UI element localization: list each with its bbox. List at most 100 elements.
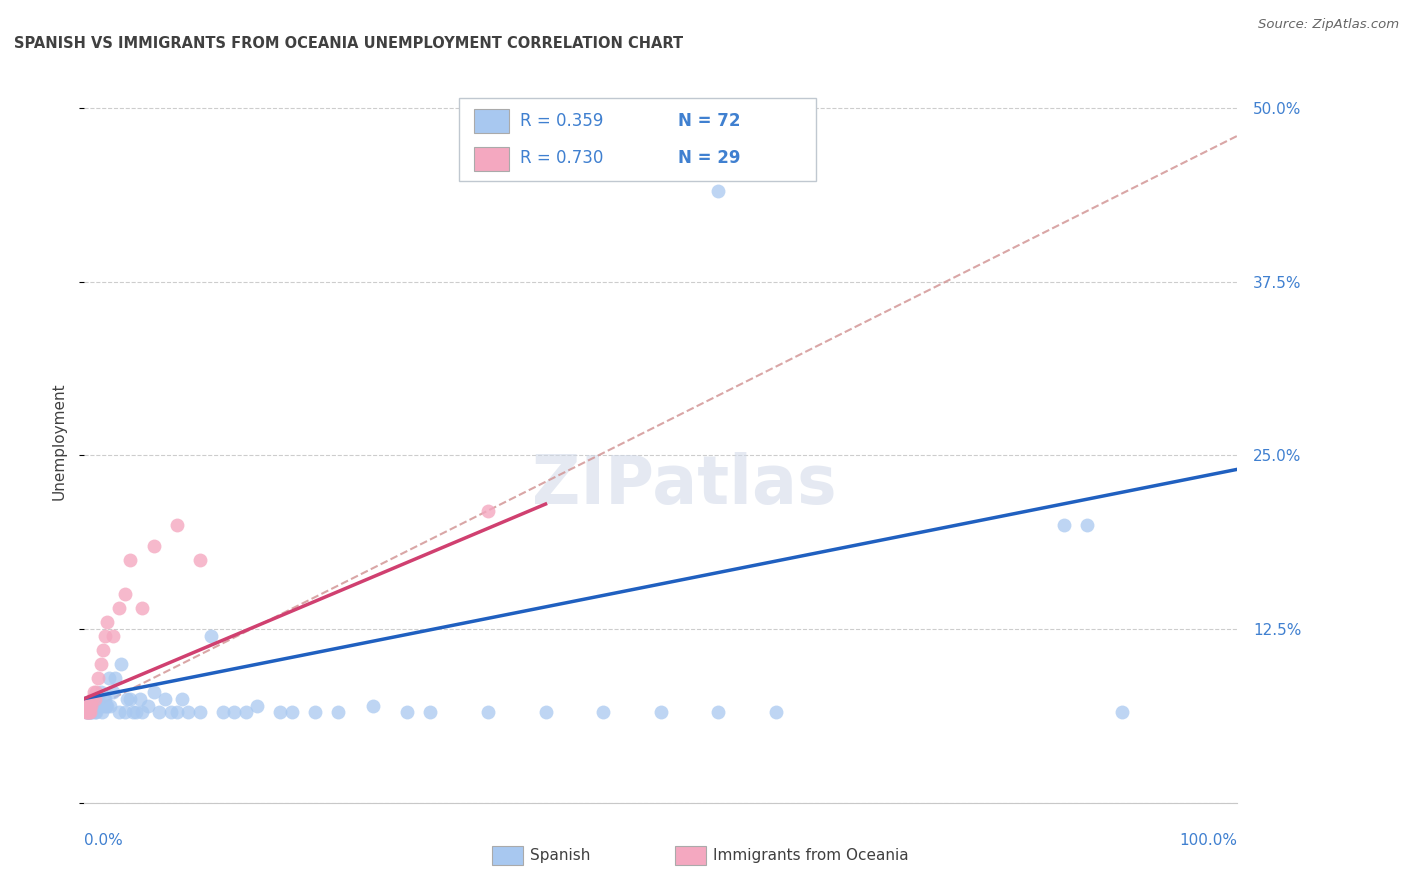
- Point: [477, 504, 499, 518]
- Point: [75, 698, 97, 713]
- Point: [76, 706, 98, 720]
- Point: [79, 706, 101, 720]
- Point: [419, 706, 441, 720]
- Point: [98, 698, 121, 713]
- Point: [87, 691, 110, 706]
- Point: [80, 706, 103, 720]
- Point: [153, 691, 176, 706]
- Point: [235, 706, 257, 720]
- Point: [160, 706, 183, 720]
- Text: SPANISH VS IMMIGRANTS FROM OCEANIA UNEMPLOYMENT CORRELATION CHART: SPANISH VS IMMIGRANTS FROM OCEANIA UNEMP…: [14, 36, 683, 51]
- Point: [83, 684, 105, 698]
- Point: [136, 698, 159, 713]
- Point: [707, 706, 730, 720]
- Point: [131, 601, 153, 615]
- Point: [82, 706, 104, 720]
- Point: [108, 601, 131, 615]
- Point: [125, 706, 148, 720]
- Point: [477, 706, 499, 720]
- Point: [128, 691, 150, 706]
- Point: [84, 684, 107, 698]
- Point: [75, 698, 97, 713]
- Point: [75, 706, 97, 720]
- Point: [103, 629, 124, 643]
- Text: R = 0.359: R = 0.359: [520, 112, 603, 130]
- Text: Spanish: Spanish: [530, 848, 591, 863]
- Point: [77, 698, 100, 713]
- Point: [94, 691, 117, 706]
- Point: [89, 657, 111, 671]
- FancyBboxPatch shape: [474, 109, 509, 133]
- Y-axis label: Unemployment: Unemployment: [51, 383, 66, 500]
- Point: [76, 698, 98, 713]
- Point: [96, 615, 118, 630]
- Point: [1111, 706, 1133, 720]
- Point: [115, 691, 138, 706]
- Point: [120, 691, 142, 706]
- Point: [103, 684, 124, 698]
- Text: 100.0%: 100.0%: [1180, 833, 1237, 848]
- Point: [87, 671, 110, 685]
- FancyBboxPatch shape: [474, 147, 509, 170]
- Point: [96, 698, 118, 713]
- Point: [1053, 517, 1076, 532]
- Point: [396, 706, 419, 720]
- Text: N = 29: N = 29: [678, 149, 741, 168]
- Point: [108, 706, 131, 720]
- Point: [84, 691, 107, 706]
- Point: [90, 706, 112, 720]
- Point: [89, 684, 111, 698]
- Point: [77, 706, 100, 720]
- Point: [269, 706, 291, 720]
- Text: Immigrants from Oceania: Immigrants from Oceania: [713, 848, 908, 863]
- Text: Source: ZipAtlas.com: Source: ZipAtlas.com: [1258, 18, 1399, 31]
- Point: [104, 671, 127, 685]
- Point: [77, 706, 100, 720]
- Point: [93, 691, 115, 706]
- Point: [361, 698, 384, 713]
- Point: [76, 698, 98, 713]
- Point: [131, 706, 153, 720]
- Point: [1076, 517, 1098, 532]
- Point: [142, 539, 165, 553]
- Point: [97, 671, 120, 685]
- Point: [83, 691, 105, 706]
- Point: [224, 706, 246, 720]
- Point: [76, 698, 98, 713]
- Point: [75, 706, 97, 720]
- Point: [86, 698, 108, 713]
- Point: [79, 706, 101, 720]
- Point: [83, 698, 105, 713]
- Point: [650, 706, 672, 720]
- Point: [200, 629, 222, 643]
- Point: [246, 698, 269, 713]
- Point: [82, 698, 104, 713]
- Point: [80, 698, 103, 713]
- Point: [177, 706, 200, 720]
- Point: [76, 706, 98, 720]
- Point: [188, 706, 211, 720]
- Point: [76, 706, 98, 720]
- Point: [80, 698, 103, 713]
- Point: [211, 706, 233, 720]
- Point: [91, 698, 114, 713]
- Point: [281, 706, 304, 720]
- Text: 0.0%: 0.0%: [84, 833, 124, 848]
- Point: [91, 643, 114, 657]
- Point: [326, 706, 349, 720]
- Point: [166, 517, 188, 532]
- Point: [304, 706, 326, 720]
- FancyBboxPatch shape: [460, 98, 817, 181]
- Point: [707, 185, 730, 199]
- Point: [765, 706, 787, 720]
- Point: [82, 691, 104, 706]
- Point: [79, 698, 101, 713]
- Point: [76, 706, 98, 720]
- Point: [148, 706, 170, 720]
- Point: [83, 706, 105, 720]
- Point: [76, 698, 98, 713]
- Text: ZIPatlas: ZIPatlas: [531, 452, 837, 518]
- Point: [77, 698, 100, 713]
- Point: [79, 698, 101, 713]
- Point: [114, 706, 136, 720]
